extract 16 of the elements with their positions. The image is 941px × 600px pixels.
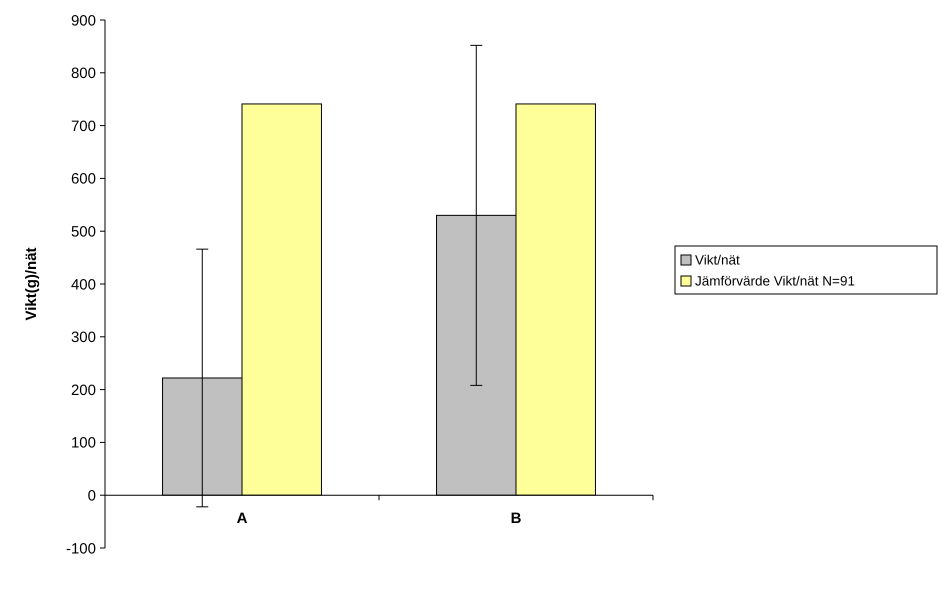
y-tick-label: 200 — [70, 382, 96, 399]
y-tick-label: 800 — [70, 65, 96, 82]
y-tick-label: 300 — [70, 329, 96, 346]
legend-label: Jämförvärde Vikt/nät N=91 — [695, 274, 855, 289]
y-tick-label: 900 — [70, 12, 96, 30]
y-tick-label: 500 — [70, 223, 96, 240]
y-tick-label: 100 — [70, 434, 96, 452]
y-axis-title: Vikt(g)/nät — [23, 247, 40, 321]
y-tick-label: -100 — [66, 540, 96, 558]
y-tick-label: 0 — [88, 487, 96, 504]
x-tick-label: B — [510, 510, 522, 528]
y-tick-label: 600 — [70, 170, 96, 188]
x-tick-label: A — [236, 510, 248, 528]
y-tick-label: 400 — [70, 276, 96, 294]
y-tick-label: 700 — [70, 118, 96, 135]
legend-label: Vikt/nät — [695, 252, 740, 268]
